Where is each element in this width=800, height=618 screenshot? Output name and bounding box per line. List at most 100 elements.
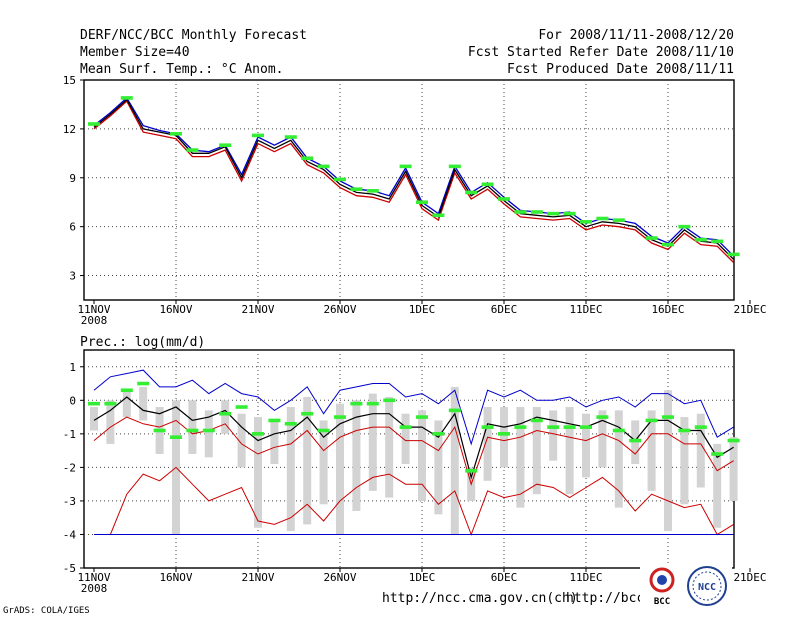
temp-xtick-label: 11DEC [569, 303, 602, 316]
prec-spread-bar [352, 400, 361, 511]
temp-mean-line [93, 98, 735, 260]
prec-obs-marker [284, 421, 297, 426]
prec-obs-marker [498, 432, 510, 436]
prec-spread-bar [549, 410, 558, 461]
prec-spread-bar [565, 407, 574, 495]
member-size: Member Size=40 [80, 45, 190, 60]
prec-spread-bar [336, 403, 344, 535]
prec-obs-marker [629, 438, 642, 443]
prec-spread-bar [483, 407, 492, 481]
temp-obs-marker [448, 164, 461, 169]
prec-spread-bar [368, 393, 377, 491]
prec-spread-bar [319, 420, 328, 505]
prec-obs-marker [530, 418, 543, 423]
temp-xtick-label: 16NOV [159, 303, 192, 316]
prec-xtick-label: 1DEC [409, 571, 436, 584]
temp-obs-marker [334, 177, 346, 182]
prec-spread-bar [401, 413, 410, 465]
prec-spread-bar [696, 413, 705, 488]
temp-obs-marker [120, 96, 133, 100]
prec-obs-marker [711, 452, 724, 456]
prec-ytick-label: -1 [63, 428, 76, 441]
temp-ytick-label: 3 [69, 270, 76, 283]
temp-obs-marker [547, 211, 560, 216]
prec-obs-marker [694, 425, 707, 429]
prec-obs-marker [104, 401, 117, 406]
prec-obs-marker [432, 432, 445, 436]
prec-obs-marker [580, 425, 592, 429]
temp-obs-marker [252, 133, 264, 138]
temp-xtick-label: 21DEC [733, 303, 766, 316]
temp-xtick-label: 26NOV [323, 303, 356, 316]
prec-spread-bar [106, 400, 115, 444]
prec-ytick-label: -2 [63, 461, 76, 474]
temp-obs-marker [301, 156, 314, 161]
temp-obs-marker [498, 197, 510, 201]
prec-obs-marker [645, 418, 658, 423]
prec-obs-marker [120, 388, 133, 393]
ncc-logo-text: NCC [698, 582, 716, 593]
ncc-url[interactable]: http://ncc.cma.gov.cn(ch) [382, 591, 578, 606]
prec-spread-bar [303, 396, 312, 525]
prec-xtick-label: 26NOV [323, 571, 356, 584]
temp-lower-line [93, 100, 735, 263]
temp-xtick-label: 1DEC [409, 303, 436, 316]
prec-obs-marker [448, 408, 461, 413]
prec-obs-marker [334, 415, 346, 419]
temp-obs-marker [219, 143, 232, 147]
prec-spread-bar [254, 417, 262, 528]
temp-obs-marker [432, 213, 445, 218]
prec-spread-bar [647, 410, 656, 491]
prec-spread-bar [614, 410, 623, 508]
temp-obs-marker [612, 218, 625, 222]
prec-obs-marker [563, 425, 576, 429]
prec-obs-marker [383, 398, 396, 403]
prec-obs-marker [317, 428, 330, 433]
prec-xtick-label: 16NOV [159, 571, 192, 584]
produced-date: Fcst Produced Date 2008/11/11 [507, 62, 734, 77]
prec-spread-bar [418, 410, 426, 501]
temp-obs-marker [727, 252, 740, 257]
temp-panel-frame [83, 79, 735, 301]
temp-obs-marker [88, 122, 100, 126]
started-date: Fcst Started Refer Date 2008/11/10 [468, 45, 734, 60]
temp-obs-marker [399, 164, 412, 169]
temp-upper-line [93, 96, 735, 257]
prec-panel-title: Prec.: log(mm/d) [80, 335, 205, 350]
prec-spread-bar [188, 400, 197, 454]
prec-obs-marker [268, 418, 281, 423]
prec-spread-bar [286, 407, 295, 532]
prec-obs-marker [170, 435, 182, 439]
prec-ytick-label: -5 [63, 562, 76, 575]
ncc-logo: NCC [684, 566, 732, 608]
bcc-url[interactable]: http://bcc.c [566, 591, 660, 606]
prec-obs-marker [596, 415, 609, 419]
temp-ytick-label: 6 [69, 221, 76, 234]
prec-spread-bar [664, 390, 672, 532]
prec-spread-bar [434, 420, 443, 515]
temp-xtick-label: 16DEC [651, 303, 684, 316]
prec-obs-marker [350, 401, 363, 406]
prec-obs-marker [219, 411, 232, 416]
temp-obs-marker [317, 164, 330, 169]
prec-ytick-label: 0 [69, 394, 76, 407]
prec-obs-marker [727, 438, 740, 443]
prec-obs-marker [301, 411, 314, 416]
prec-obs-marker [399, 425, 412, 429]
prec-obs-marker [202, 428, 215, 433]
prec-ytick-label: -3 [63, 495, 76, 508]
prec-spread-bar [729, 437, 738, 501]
temp-obs-marker [662, 242, 674, 247]
prec-p75-line [93, 416, 734, 486]
prec-spread-bar [582, 413, 590, 478]
prec-obs-marker [662, 415, 674, 419]
prec-obs-marker [252, 432, 264, 436]
temp-xtick-label: 21NOV [241, 303, 274, 316]
prec-spread-bar [516, 407, 525, 508]
prec-max-line [93, 369, 734, 446]
prec-obs-marker [481, 425, 494, 429]
temp-obs-marker [563, 211, 576, 216]
prec-obs-marker [465, 468, 478, 473]
prec-ytick-label: 1 [69, 361, 76, 374]
prec-xtick-label: 11DEC [569, 571, 602, 584]
